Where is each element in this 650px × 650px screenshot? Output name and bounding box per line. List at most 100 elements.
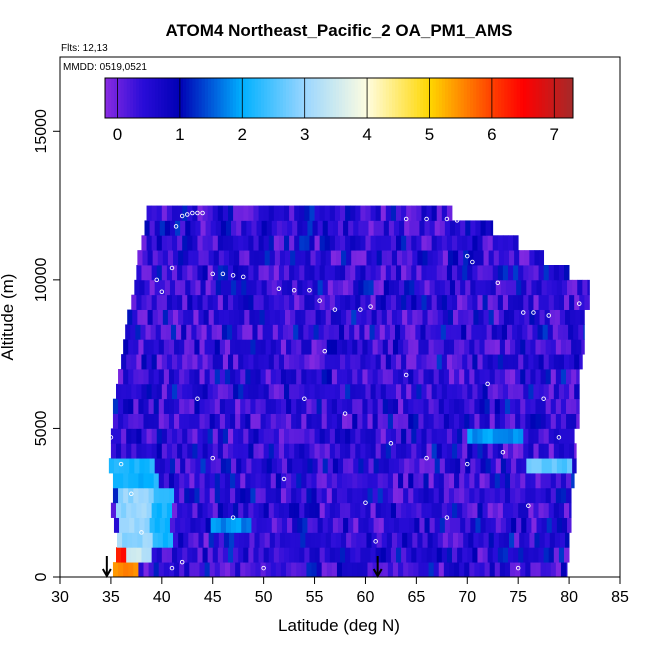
- heatmap-cell: [401, 265, 407, 281]
- heatmap-cell: [291, 487, 297, 504]
- heatmap-cell: [268, 502, 275, 518]
- heatmap-cell: [443, 562, 450, 578]
- heatmap-cell: [537, 324, 544, 340]
- heatmap-cell: [309, 235, 315, 251]
- colorbar-swatch: [569, 78, 574, 118]
- heatmap-cell: [499, 398, 506, 414]
- heatmap-cell: [322, 279, 329, 296]
- heatmap-cell: [238, 265, 244, 281]
- heatmap-cell: [202, 428, 209, 444]
- heatmap-cell: [156, 383, 163, 400]
- heatmap-cell: [153, 562, 160, 578]
- heatmap-cell: [396, 428, 402, 444]
- heatmap-cell: [372, 487, 379, 504]
- heatmap-cell: [540, 487, 547, 504]
- heatmap-cell: [574, 294, 580, 310]
- colorbar-swatch: [482, 78, 487, 118]
- heatmap-cell: [457, 265, 463, 281]
- heatmap-cell: [243, 205, 249, 221]
- heatmap-cell: [441, 547, 448, 563]
- heatmap-cell: [553, 547, 560, 563]
- heatmap-cell: [161, 265, 168, 281]
- heatmap-cell: [141, 294, 147, 310]
- heatmap-cell: [331, 473, 338, 489]
- heatmap-cell: [319, 205, 326, 221]
- heatmap-cell: [149, 517, 156, 533]
- heatmap-cell: [207, 547, 214, 563]
- heatmap-cell: [256, 458, 262, 474]
- heatmap-cell: [294, 547, 300, 563]
- heatmap-cell: [297, 279, 303, 296]
- heatmap-cell: [299, 235, 305, 251]
- heatmap-cell: [523, 547, 529, 563]
- heatmap-cell: [284, 354, 290, 370]
- colorbar-swatch: [339, 78, 343, 118]
- heatmap-cell: [457, 547, 463, 563]
- heatmap-cell: [340, 502, 346, 518]
- heatmap-cell: [128, 473, 134, 489]
- heatmap-cell: [205, 279, 212, 296]
- heatmap-cell: [305, 532, 311, 548]
- heatmap-cell: [305, 309, 311, 325]
- heatmap-cell: [401, 383, 407, 400]
- heatmap-cell: [156, 235, 163, 251]
- heatmap-cell: [404, 517, 410, 533]
- heatmap-cell: [125, 324, 131, 340]
- colorbar-swatch: [532, 78, 537, 118]
- heatmap-cell: [159, 458, 166, 474]
- heatmap-cell: [439, 458, 446, 474]
- heatmap-cell: [197, 265, 203, 281]
- heatmap-cell: [207, 428, 214, 444]
- heatmap-cell: [254, 532, 260, 548]
- heatmap-cell: [566, 487, 572, 504]
- heatmap-cell: [387, 339, 394, 355]
- heatmap-cell: [433, 398, 440, 414]
- colorbar-tick-label: 2: [238, 125, 247, 144]
- heatmap-cell: [271, 517, 278, 533]
- heatmap-cell: [576, 413, 580, 429]
- heatmap-cell: [141, 502, 147, 518]
- heatmap-cell: [214, 473, 221, 489]
- heatmap-cell: [403, 339, 409, 355]
- heatmap-cell: [484, 562, 491, 578]
- heatmap-cell: [116, 383, 122, 400]
- heatmap-cell: [146, 265, 153, 281]
- heatmap-cell: [553, 265, 560, 281]
- heatmap-cell: [504, 473, 511, 489]
- heatmap-cell: [229, 250, 235, 266]
- heatmap-cell: [131, 443, 137, 459]
- heatmap-cell: [199, 398, 205, 414]
- heatmap-cell: [286, 398, 292, 414]
- heatmap-cell: [253, 354, 259, 370]
- colorbar-swatch: [454, 78, 459, 118]
- flight-track-point: [424, 216, 429, 222]
- heatmap-cell: [363, 517, 369, 533]
- heatmap-cell: [179, 413, 185, 429]
- heatmap-cell: [382, 473, 389, 489]
- heatmap-cell: [143, 487, 149, 504]
- heatmap-cell: [372, 369, 379, 385]
- heatmap-cell: [136, 294, 142, 310]
- heatmap-cell: [136, 428, 142, 444]
- heatmap-cell: [467, 443, 473, 459]
- heatmap-cell: [354, 324, 360, 340]
- heatmap-cell: [365, 265, 371, 281]
- heatmap-cell: [177, 354, 183, 370]
- flight-track-point: [179, 213, 185, 219]
- heatmap-cell: [407, 309, 413, 325]
- heatmap-cell: [540, 339, 547, 355]
- heatmap-cell: [455, 279, 461, 296]
- heatmap-cell: [217, 265, 224, 281]
- flight-track-point: [465, 253, 470, 259]
- heatmap-cell: [178, 250, 184, 266]
- heatmap-cell: [482, 428, 489, 444]
- heatmap-cell: [540, 369, 547, 385]
- heatmap-cell: [148, 473, 155, 489]
- heatmap-cell: [540, 413, 547, 429]
- heatmap-cell: [153, 413, 160, 429]
- heatmap-cell: [469, 339, 475, 355]
- heatmap-cell: [308, 324, 314, 340]
- heatmap-cell: [286, 562, 292, 578]
- heatmap-cell: [340, 265, 346, 281]
